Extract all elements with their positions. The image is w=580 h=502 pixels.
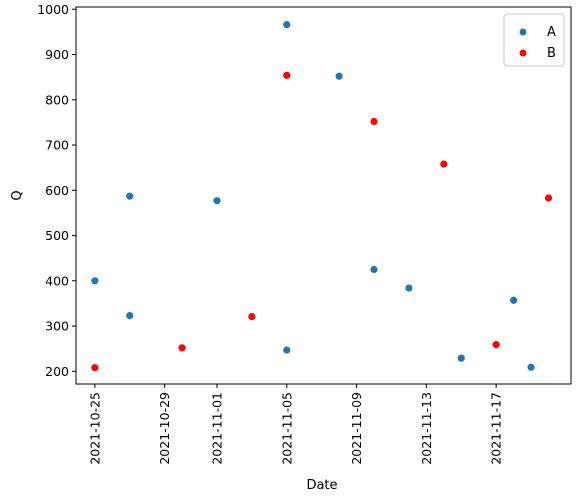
y-tick-label: 600 <box>45 183 69 198</box>
legend: A B <box>503 13 565 67</box>
point-series-a <box>283 21 291 29</box>
point-series-a <box>283 346 291 354</box>
point-series-b <box>492 341 500 349</box>
y-tick-label: 700 <box>45 138 69 153</box>
x-tick-label: 2021-10-29 <box>157 392 172 465</box>
point-series-a <box>126 192 134 200</box>
x-tick-label: 2021-10-25 <box>87 392 102 465</box>
point-series-a <box>405 284 413 292</box>
legend-label-b: B <box>547 46 556 61</box>
y-tick-label: 200 <box>45 364 69 379</box>
point-series-a <box>213 197 221 205</box>
point-series-a <box>370 265 378 274</box>
y-axis: 200 300 400 500 600 700 800 900 1000 <box>37 2 76 379</box>
y-tick-label: 400 <box>45 273 69 288</box>
y-tick-label: 500 <box>45 228 69 243</box>
data-points <box>91 21 553 372</box>
legend-box <box>503 13 565 67</box>
x-tick-label: 2021-11-13 <box>419 392 434 465</box>
plot-area <box>75 6 572 385</box>
legend-marker-b <box>519 49 527 57</box>
point-series-a <box>335 72 343 80</box>
point-series-a <box>457 354 465 362</box>
point-series-b <box>178 344 186 352</box>
y-tick-label: 300 <box>45 319 69 334</box>
x-axis-title: Date <box>306 478 337 493</box>
x-tick-label: 2021-11-17 <box>489 392 504 465</box>
point-series-a <box>91 277 99 285</box>
legend-label-a: A <box>547 25 556 40</box>
y-tick-label: 800 <box>45 92 69 107</box>
x-tick-label: 2021-11-05 <box>279 392 294 465</box>
point-series-a <box>126 312 134 320</box>
point-series-b <box>91 364 99 372</box>
point-series-b <box>544 194 553 202</box>
point-series-b <box>283 71 291 79</box>
y-axis-title: Q <box>10 190 25 200</box>
point-series-b <box>248 312 256 321</box>
x-tick-label: 2021-11-01 <box>209 392 224 465</box>
legend-marker-a <box>519 28 527 36</box>
y-tick-label: 1000 <box>37 2 69 17</box>
x-tick-label: 2021-11-09 <box>349 392 364 465</box>
point-series-b <box>370 117 378 126</box>
x-axis: 2021-10-25 2021-10-29 2021-11-01 2021-11-05… <box>87 384 504 465</box>
point-series-a <box>509 296 518 304</box>
point-series-a <box>527 363 535 371</box>
point-series-b <box>440 160 448 168</box>
y-tick-label: 900 <box>45 47 69 62</box>
